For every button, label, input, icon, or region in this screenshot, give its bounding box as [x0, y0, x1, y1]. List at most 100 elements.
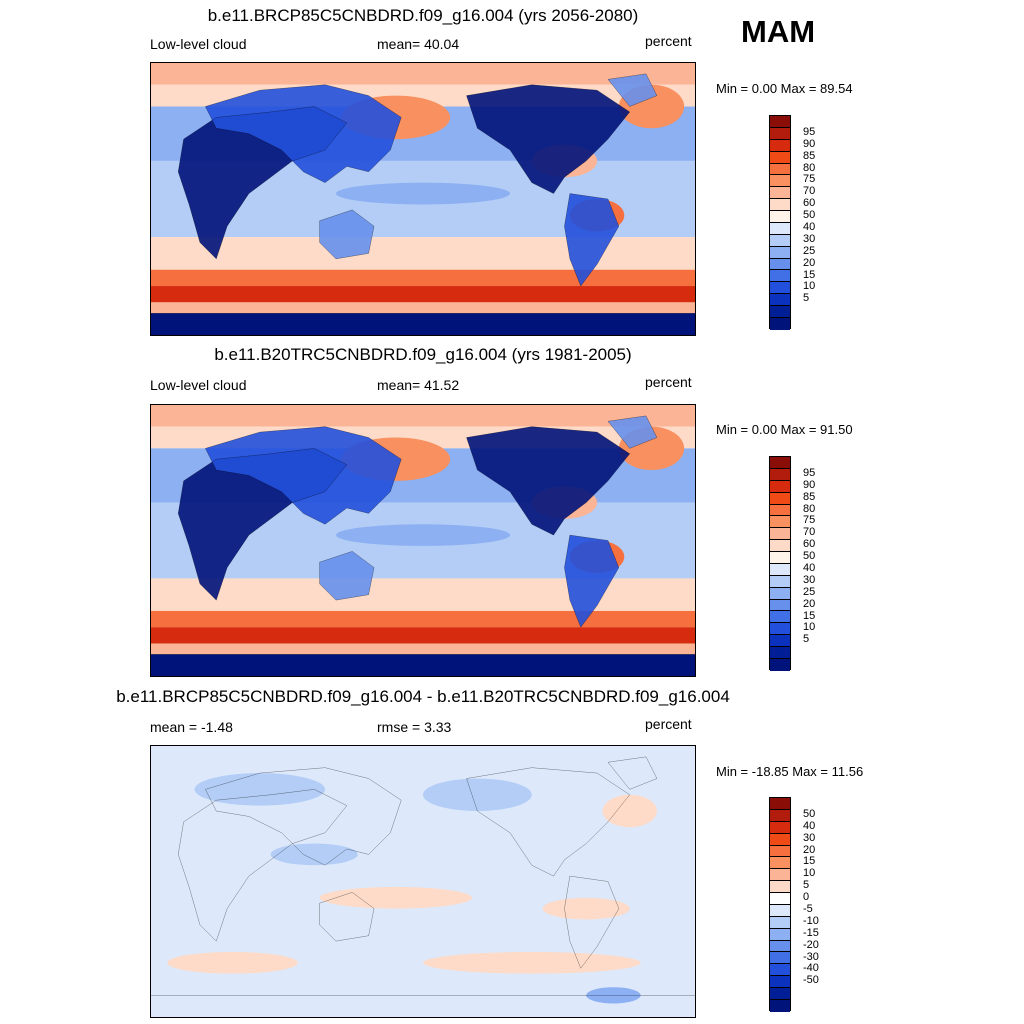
colorbar-swatch [770, 151, 790, 164]
panel-1-units-label: percent [645, 33, 692, 49]
coastline [205, 768, 401, 866]
colorbar-swatch [770, 869, 790, 882]
colorbar-swatch [770, 317, 790, 330]
season-label: MAM [741, 14, 816, 49]
colorbar-swatch [770, 294, 790, 306]
colorbar-swatch [770, 234, 790, 247]
colorbar-tick-label: 15 [803, 855, 816, 868]
colorbar-swatch [770, 575, 790, 588]
map-plot [151, 746, 695, 1017]
panel-1-map [150, 62, 696, 336]
colorbar-swatch [770, 999, 790, 1012]
colorbar-swatch [770, 821, 790, 834]
colorbar-swatch [770, 468, 790, 481]
panel-3-map [150, 745, 696, 1018]
colorbar-tick-label: 80 [803, 161, 816, 174]
coastline [320, 551, 374, 600]
panel-3-title: b.e11.BRCP85C5CNBDRD.f09_g16.004 - b.e11… [116, 687, 730, 706]
colorbar-tick-label: 90 [803, 478, 816, 491]
colorbar-tick-label: 0 [803, 891, 810, 904]
colorbar-swatch [770, 127, 790, 140]
colorbar-tick-label: 10 [803, 280, 816, 293]
panel-1-colorbar [769, 115, 791, 330]
colorbar-swatch [770, 492, 790, 505]
colorbar-tick-label: 60 [803, 197, 816, 210]
colorbar-swatch [770, 139, 790, 152]
colorbar-tick-label: -30 [803, 950, 819, 963]
colorbar-tick-label: 75 [803, 173, 816, 186]
coastline [178, 448, 347, 600]
coastline [467, 768, 630, 876]
colorbar-tick-label: -20 [803, 938, 819, 951]
colorbar-tick-label: 15 [803, 268, 816, 281]
colorbar-swatch [770, 647, 790, 659]
colorbar-swatch [770, 211, 790, 223]
colorbar-swatch [770, 809, 790, 822]
panel-3-colorbar [769, 797, 791, 1012]
coastline [467, 85, 630, 194]
colorbar-tick-label: 85 [803, 149, 816, 162]
coastline [564, 535, 618, 627]
colorbar-tick-label: 85 [803, 490, 816, 503]
colorbar-tick-label: 30 [803, 573, 816, 586]
colorbar-tick-label: 50 [803, 550, 816, 563]
panel-2-minmax-label: Min = 0.00 Max = 91.50 [716, 422, 853, 437]
panel-2-title: b.e11.B20TRC5CNBDRD.f09_g16.004 (yrs 198… [214, 345, 632, 364]
colorbar-swatch [770, 552, 790, 564]
colorbar-swatch [770, 845, 790, 858]
colorbar-swatch [770, 976, 790, 988]
colorbar-tick-label: 25 [803, 244, 816, 257]
map-plot [151, 63, 695, 335]
colorbar-swatch [770, 306, 790, 318]
colorbar-tick-label: 90 [803, 137, 816, 150]
colorbar-swatch [770, 246, 790, 259]
coastline [608, 416, 657, 449]
colorbar-swatch [770, 928, 790, 941]
colorbar-swatch [770, 904, 790, 917]
colorbar-tick-label: 70 [803, 526, 816, 539]
colorbar-tick-label: -5 [803, 902, 813, 915]
colorbar-tick-label: 95 [803, 125, 816, 138]
coastline [467, 427, 630, 535]
colorbar-tick-label: -50 [803, 974, 819, 987]
colorbar-tick-label: 10 [803, 621, 816, 634]
colorbar-swatch [770, 528, 790, 541]
colorbar-tick-label: 95 [803, 466, 816, 479]
colorbar-tick-label: -40 [803, 962, 819, 975]
colorbar-tick-label: 5 [803, 633, 810, 646]
colorbar-swatch [770, 635, 790, 647]
panel-3-rmse-label: rmse = 3.33 [377, 719, 452, 735]
panel-1-title: b.e11.BRCP85C5CNBDRD.f09_g16.004 (yrs 20… [207, 6, 639, 25]
colorbar-tick-label: 30 [803, 232, 816, 245]
colorbar-swatch [770, 881, 790, 893]
coastline [564, 194, 618, 286]
colorbar-swatch [770, 988, 790, 1000]
colorbar-swatch [770, 175, 790, 188]
colorbar-swatch [770, 611, 790, 624]
panel-2-colorbar [769, 456, 791, 671]
colorbar-swatch [770, 199, 790, 211]
coastline [564, 876, 618, 968]
colorbar-tick-label: 50 [803, 209, 816, 222]
colorbar-swatch [770, 833, 790, 846]
colorbar-swatch [770, 282, 790, 295]
colorbar-swatch [770, 857, 790, 870]
panel-3-minmax-label: Min = -18.85 Max = 11.56 [716, 764, 864, 779]
colorbar-swatch [770, 163, 790, 176]
coastline [608, 757, 657, 790]
colorbar-swatch [770, 480, 790, 493]
colorbar-swatch [770, 940, 790, 953]
colorbar-swatch [770, 916, 790, 929]
colorbar-swatch [770, 222, 790, 235]
colorbar-swatch [770, 587, 790, 600]
colorbar-swatch [770, 893, 790, 905]
colorbar-tick-label: -10 [803, 914, 819, 927]
colorbar-tick-label: 60 [803, 538, 816, 551]
colorbar-swatch [770, 457, 790, 469]
panel-1-mean-label: mean= 40.04 [377, 36, 460, 52]
panel-2-variable-label: Low-level cloud [150, 377, 247, 393]
colorbar-tick-label: 15 [803, 609, 816, 622]
colorbar-tick-label: 40 [803, 220, 816, 233]
coastline [320, 892, 374, 941]
coastline [205, 427, 401, 525]
